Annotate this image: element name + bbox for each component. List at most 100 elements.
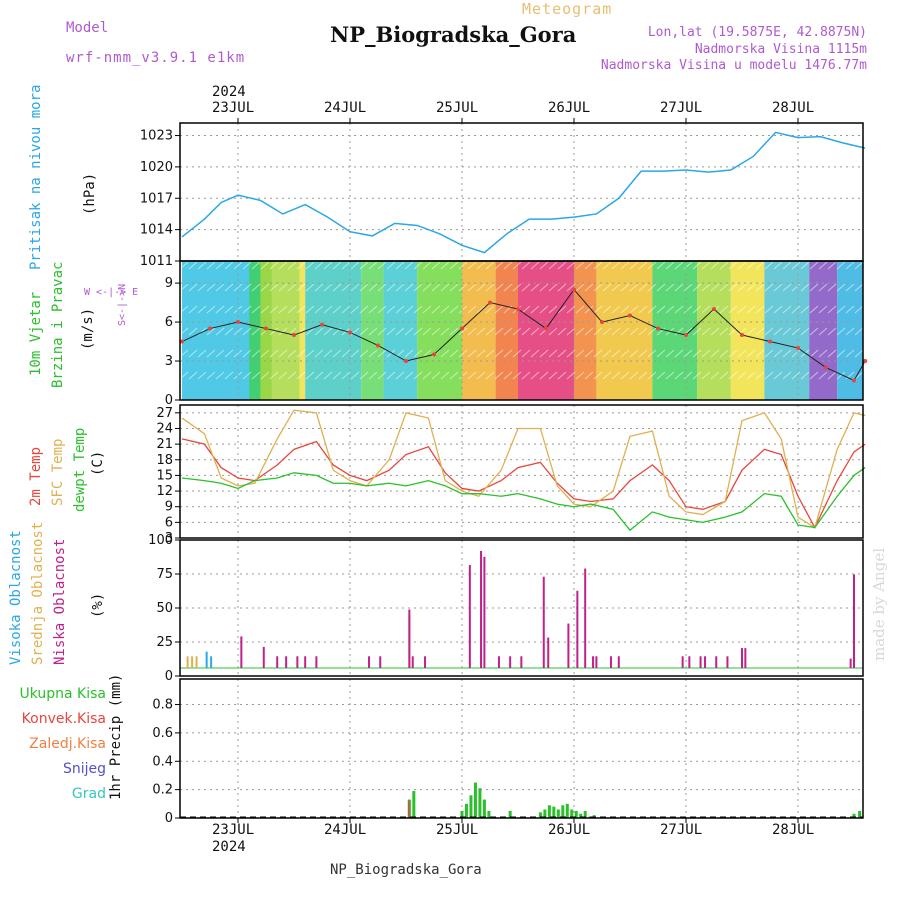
wind-barb	[836, 371, 846, 380]
wind-barb	[728, 305, 738, 314]
wind-barb	[539, 283, 549, 292]
wind-barb	[647, 283, 657, 292]
mid-cloud-bar	[191, 656, 194, 668]
wind-gust-point	[376, 343, 380, 348]
wind-barb	[278, 305, 288, 314]
wind-barb	[773, 283, 783, 292]
wind-barb	[683, 349, 693, 358]
y-tick-label-p4-1: 0.2	[152, 783, 173, 798]
wind-barb	[611, 305, 621, 314]
low-cloud-bar	[567, 623, 570, 668]
wind-gust-point	[600, 320, 604, 325]
wind-barb	[692, 371, 702, 380]
wind-barb	[845, 327, 855, 336]
low-cloud-bar	[468, 565, 471, 668]
wind-barb	[485, 371, 495, 380]
wind-barb	[242, 349, 252, 358]
wind-barb	[638, 305, 648, 314]
wind-barb	[467, 261, 477, 270]
wind-barb	[494, 327, 504, 336]
wind-barb	[548, 261, 558, 270]
wind-barb	[413, 327, 423, 336]
wind-barb	[206, 349, 216, 358]
wind-barb	[215, 349, 225, 358]
wind-barb	[404, 349, 414, 358]
total-precip-bar	[579, 813, 583, 818]
wind-barb	[305, 283, 315, 292]
wind-barb	[764, 349, 774, 358]
wind-barb	[575, 283, 585, 292]
wind-barb	[422, 305, 432, 314]
wind-barb	[494, 305, 504, 314]
wind-band-15	[730, 261, 765, 400]
low-cloud-bar	[480, 551, 483, 668]
wind-barb	[512, 349, 522, 358]
wind-barb	[422, 349, 432, 358]
wind-gust-point	[348, 330, 352, 335]
wind-barb	[287, 371, 297, 380]
total-precip-bar	[538, 812, 542, 818]
wind-barb	[269, 349, 279, 358]
wind-barb	[314, 349, 324, 358]
wind-barb	[386, 349, 396, 358]
low-cloud-bar	[617, 656, 620, 668]
wind-barb	[458, 327, 468, 336]
wind-barb	[674, 283, 684, 292]
wind-barb	[836, 327, 846, 336]
wind-barb	[476, 371, 486, 380]
wind-gust-point	[516, 307, 520, 312]
wind-barb	[269, 305, 279, 314]
panel-frame-2	[179, 404, 864, 539]
wind-barb	[557, 305, 567, 314]
wind-barb	[197, 261, 207, 270]
wind-barb	[377, 327, 387, 336]
wind-barb	[296, 371, 306, 380]
y-tick-label-p2-5: 18	[156, 453, 173, 468]
total-precip-bar	[556, 809, 560, 818]
wind-barb	[206, 305, 216, 314]
low-cloud-bar	[262, 646, 265, 668]
wind-barb	[368, 371, 378, 380]
wind-barb	[836, 305, 846, 314]
wind-barb	[845, 261, 855, 270]
wind-barb	[503, 349, 513, 358]
wind-barb	[692, 283, 702, 292]
low-cloud-bar	[576, 590, 579, 668]
wind-barb	[728, 371, 738, 380]
total-precip-bar	[543, 809, 547, 818]
wind-barb	[359, 305, 369, 314]
wind-barb	[386, 371, 396, 380]
wind-barb	[440, 283, 450, 292]
wind-barb	[854, 283, 864, 292]
low-cloud-bar	[547, 637, 550, 668]
legend-total-rain: Ukupna Kisa	[19, 686, 106, 702]
wind-barb	[800, 283, 810, 292]
mid-cloud-bar	[195, 656, 198, 668]
dewpt-line	[181, 467, 866, 532]
wind-barb	[431, 261, 441, 270]
wind-barb	[233, 261, 243, 270]
wind-barb	[602, 327, 612, 336]
wind-barb	[719, 305, 729, 314]
wind-barb	[746, 349, 756, 358]
wind-barb	[584, 349, 594, 358]
wind-barb	[242, 305, 252, 314]
wind-barb	[512, 371, 522, 380]
wind-barb	[323, 349, 333, 358]
wind-barb	[773, 261, 783, 270]
total-precip-bar	[508, 810, 512, 818]
wind-barb	[386, 261, 396, 270]
wind-barb	[836, 349, 846, 358]
wind-barb	[773, 371, 783, 380]
wind-barb	[656, 371, 666, 380]
wind-barb	[215, 371, 225, 380]
wind-barb	[791, 349, 801, 358]
legend-snow: Snijeg	[62, 761, 106, 777]
pressure-line	[181, 131, 866, 254]
date-bottom-2: 25JUL	[436, 822, 479, 838]
wind-barb	[692, 349, 702, 358]
date-bottom-1: 24JUL	[324, 822, 367, 838]
wind-barb	[746, 327, 756, 336]
wind-barb	[359, 349, 369, 358]
year-bottom: 2024	[212, 839, 246, 855]
